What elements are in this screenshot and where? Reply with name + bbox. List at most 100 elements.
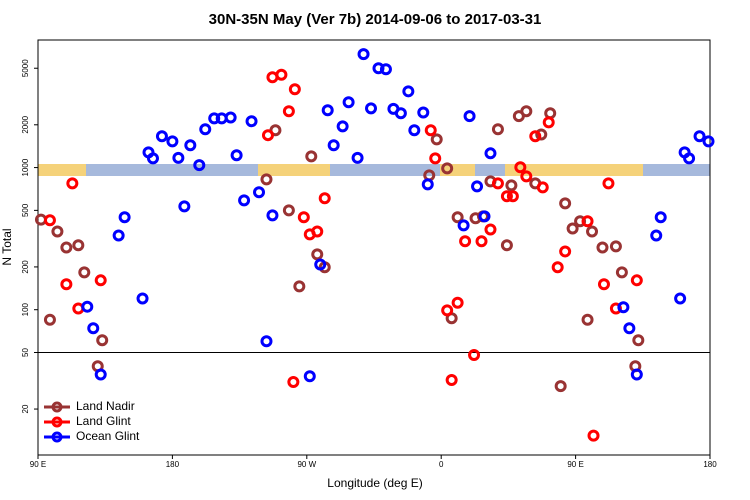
- y-tick-label: 2000: [21, 115, 30, 133]
- point: [238, 194, 251, 207]
- point: [275, 68, 288, 81]
- point: [623, 322, 636, 335]
- point: [408, 124, 421, 137]
- point: [441, 162, 454, 175]
- x-tick-label: 180: [166, 460, 180, 469]
- point: [230, 149, 243, 162]
- point: [520, 105, 533, 118]
- point: [484, 223, 497, 236]
- point: [478, 210, 491, 223]
- point: [654, 211, 667, 224]
- point: [451, 296, 464, 309]
- legend-label: Land Glint: [76, 414, 131, 428]
- x-tick-label: 90 W: [297, 460, 316, 469]
- legend-label: Land Nadir: [76, 399, 135, 413]
- point: [155, 130, 168, 143]
- point: [288, 83, 301, 96]
- point: [491, 123, 504, 136]
- point: [94, 274, 107, 287]
- legend-marker: [51, 431, 63, 443]
- point: [514, 161, 527, 174]
- point: [96, 334, 109, 347]
- point: [314, 258, 327, 271]
- point: [184, 139, 197, 152]
- point: [535, 128, 548, 141]
- point: [199, 123, 212, 136]
- point: [224, 111, 237, 124]
- point: [112, 229, 125, 242]
- point: [566, 222, 579, 235]
- point: [424, 124, 437, 137]
- point: [146, 152, 159, 165]
- y-tick-label: 20: [21, 404, 30, 413]
- y-tick-label: 100: [21, 302, 30, 316]
- x-tick-label: 90 E: [567, 460, 583, 469]
- point: [441, 304, 454, 317]
- point: [321, 104, 334, 117]
- point: [193, 159, 206, 172]
- x-tick-label: 0: [439, 460, 444, 469]
- point: [551, 261, 564, 274]
- land-strip: [258, 164, 330, 176]
- point: [118, 211, 131, 224]
- point: [60, 278, 73, 291]
- point: [172, 151, 185, 164]
- point: [554, 380, 567, 393]
- point: [402, 85, 415, 98]
- point: [327, 139, 340, 152]
- point: [693, 130, 706, 143]
- point: [457, 219, 470, 232]
- y-tick-label: 500: [21, 203, 30, 217]
- point: [674, 292, 687, 305]
- point: [253, 186, 266, 199]
- point: [266, 209, 279, 222]
- point: [581, 313, 594, 326]
- point: [505, 179, 518, 192]
- legend-label: Ocean Glint: [76, 429, 140, 443]
- land-strip: [505, 164, 643, 176]
- point: [94, 368, 107, 381]
- point: [78, 266, 91, 279]
- point: [282, 204, 295, 217]
- x-tick-label: 90 E: [30, 460, 46, 469]
- point: [166, 135, 179, 148]
- point: [208, 112, 221, 125]
- point: [581, 215, 594, 228]
- x-axis-label: Longitude (deg E): [327, 476, 422, 490]
- point: [586, 225, 599, 238]
- point: [305, 150, 318, 163]
- point: [261, 129, 274, 142]
- y-tick-label: 1000: [21, 158, 30, 176]
- point: [632, 334, 645, 347]
- point: [609, 240, 622, 253]
- point: [245, 115, 258, 128]
- point: [702, 135, 715, 148]
- point: [136, 292, 149, 305]
- point: [429, 152, 442, 165]
- point: [463, 110, 476, 123]
- point: [491, 177, 504, 190]
- point: [445, 374, 458, 387]
- point: [542, 116, 555, 129]
- point: [260, 173, 273, 186]
- point: [683, 152, 696, 165]
- point: [559, 245, 572, 258]
- point: [602, 177, 615, 190]
- y-tick-label: 50: [21, 347, 30, 356]
- point: [72, 239, 85, 252]
- point: [484, 147, 497, 160]
- point: [51, 225, 64, 238]
- point: [615, 266, 628, 279]
- point: [536, 181, 549, 194]
- point: [596, 241, 609, 254]
- point: [451, 211, 464, 224]
- point: [43, 214, 56, 227]
- point: [475, 235, 488, 248]
- land-strip: [38, 164, 86, 176]
- point: [311, 225, 324, 238]
- plot-frame: [37, 39, 711, 456]
- point: [394, 107, 407, 120]
- point: [297, 211, 310, 224]
- point: [379, 63, 392, 76]
